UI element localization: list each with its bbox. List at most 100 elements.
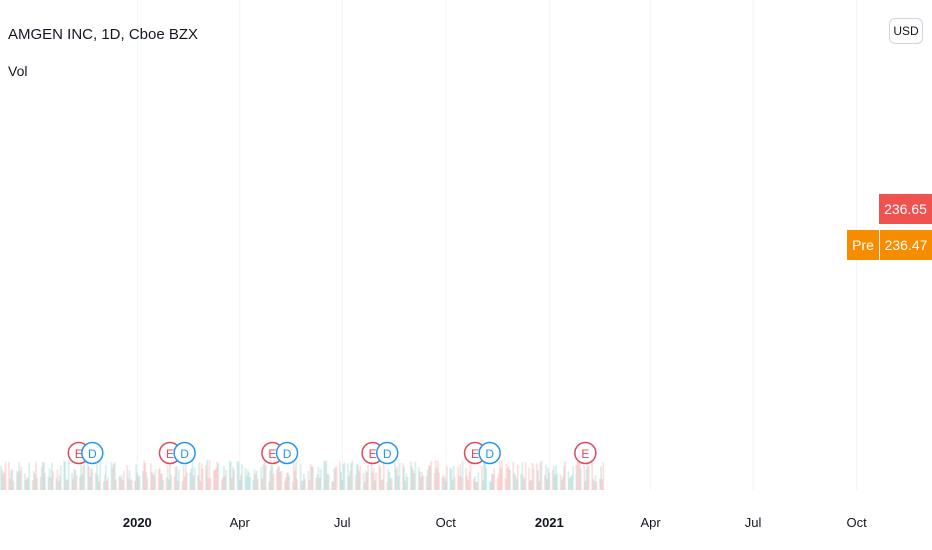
volume-bar-196 [308,480,311,490]
volume-bar-234 [367,465,369,490]
volume-bar-124 [193,467,196,490]
volume-bar-167 [262,464,265,490]
volume-bar-186 [292,462,295,490]
volume-bar-202 [317,467,320,490]
volume-bar-176 [277,466,279,490]
volume-bar-86 [135,464,138,490]
volume-bar-45 [71,472,73,490]
volume-bar-247 [388,472,391,490]
volume-bar-9 [12,480,15,490]
volume-bar-142 [223,466,225,490]
volume-bar-17 [26,477,28,490]
dividend-marker-1: D [81,441,104,465]
volume-bar-62 [97,475,99,490]
volume-bar-65 [102,481,105,490]
volume-bar-73 [113,462,116,490]
volume-bar-218 [342,463,345,490]
volume-bar-159 [248,477,251,490]
volume-bar-83 [129,480,132,490]
volume-bar-266 [418,471,421,490]
volume-bar-286 [450,468,453,490]
volume-bar-137 [215,468,218,490]
volume-bar-134 [209,478,212,490]
volume-bar-120 [189,472,192,490]
volume-bar-308 [484,460,487,490]
volume-bar-46 [72,478,75,490]
volume-bar-383 [602,462,605,490]
volume-bar-8 [11,469,14,490]
volume-bar-38 [58,475,61,490]
currency-button[interactable]: USD [889,18,923,44]
volume-bar-284 [445,466,448,490]
volume-bar-130 [205,465,207,490]
volume-bar-369 [579,468,582,490]
volume-bar-235 [370,462,373,490]
volume-bar-76 [119,477,122,490]
volume-bar-162 [254,473,257,490]
volume-bar-135 [212,470,215,490]
volume-bar-351 [552,465,555,490]
volume-bar-93 [145,471,148,490]
volume-bar-178 [279,471,282,490]
volume-bar-90 [142,471,144,490]
dividend-marker-7: D [375,441,399,465]
volume-bars [0,460,605,490]
volume-bar-194 [304,479,306,490]
volume-bar-195 [307,470,310,490]
volume-bar-41 [64,462,67,490]
volume-bar-70 [110,462,113,490]
volume-bar-16 [24,480,27,490]
volume-bar-74 [115,479,117,490]
volume-bar-40 [63,460,66,490]
volume-indicator-label[interactable]: Vol [8,63,28,79]
volume-bar-113 [176,480,179,490]
x-tick-6: Jul [745,515,762,530]
volume-bar-340 [536,463,538,490]
volume-bar-88 [137,476,140,490]
volume-bar-47 [73,468,76,490]
volume-bar-370 [583,465,586,490]
volume-bar-326 [513,473,516,490]
volume-bar-367 [577,462,580,490]
volume-bar-335 [528,467,530,490]
volume-bar-173 [271,465,274,490]
volume-bar-328 [515,478,518,490]
volume-bar-127 [199,481,202,490]
volume-bar-153 [239,475,242,490]
volume-bar-198 [310,466,313,490]
volume-bar-77 [120,474,123,490]
volume-bar-251 [395,469,398,490]
volume-bar-6 [9,478,12,490]
volume-bar-96 [151,471,153,490]
volume-bar-152 [238,480,241,490]
svg-text:D: D [283,447,292,461]
volume-bar-10 [15,470,18,490]
volume-bar-204 [319,468,322,490]
volume-bar-310 [488,481,491,490]
volume-bar-262 [412,469,415,490]
volume-bar-270 [425,475,428,490]
volume-bar-95 [149,463,152,490]
volume-bar-172 [270,465,273,490]
volume-bar-114 [178,469,180,490]
volume-bar-368 [578,461,581,490]
volume-bar-299 [469,462,472,490]
volume-bar-125 [197,475,200,490]
time-axis[interactable]: 2020 Apr Jul Oct 2021 Apr Jul Oct [123,515,867,530]
volume-bar-54 [83,463,86,490]
volume-bar-53 [82,466,85,490]
last-price-badge: 236.65 [879,194,932,224]
volume-bar-361 [568,478,571,490]
volume-bar-156 [245,475,248,490]
volume-bar-248 [389,478,392,490]
volume-bar-100 [157,469,160,490]
volume-bar-206 [324,461,327,490]
volume-bar-364 [572,466,574,490]
volume-bar-372 [585,469,588,490]
volume-bar-274 [430,461,433,490]
volume-bar-331 [521,462,524,490]
volume-bar-287 [451,479,454,490]
volume-bar-179 [280,470,283,490]
